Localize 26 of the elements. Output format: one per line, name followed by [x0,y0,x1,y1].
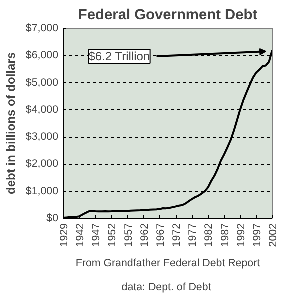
y-tick-label: $5,000 [26,76,59,89]
x-tick-label: 1992 [235,223,248,248]
text: From Grandfather Federal Debt Report [76,258,260,270]
x-tick-label: 1967 [154,223,167,248]
y-axis-title: debt in billions of dollars [4,52,18,194]
x-tick-label: 1982 [203,223,216,248]
x-tick-label: 1962 [138,223,151,248]
y-tick-label: $0 [46,212,59,224]
y-tick-label: $1,000 [26,185,59,198]
x-tick-label: 1947 [90,223,103,248]
x-tick-label: 1957 [122,223,135,248]
x-tick-label: 2002 [268,223,280,248]
x-tick-label: 1929 [58,223,70,248]
y-tick-label: $6,000 [26,50,59,62]
y-tick-label: $4,000 [26,104,59,116]
x-tick-label: 1942 [74,223,87,248]
x-tick-label: 1952 [106,223,119,248]
x-tick-label: 1972 [171,223,184,248]
chart-title: Federal Government Debt [78,8,258,24]
y-tick-label: $2,000 [26,158,59,170]
y-tick-label: $3,000 [26,131,59,144]
y-tick-label: $7,000 [26,22,59,34]
x-tick-label: 1997 [251,223,264,248]
x-tick-label: 1987 [219,223,232,248]
x-tick-label: 1977 [187,223,200,248]
text: data: Dept. of Debt [122,282,212,294]
